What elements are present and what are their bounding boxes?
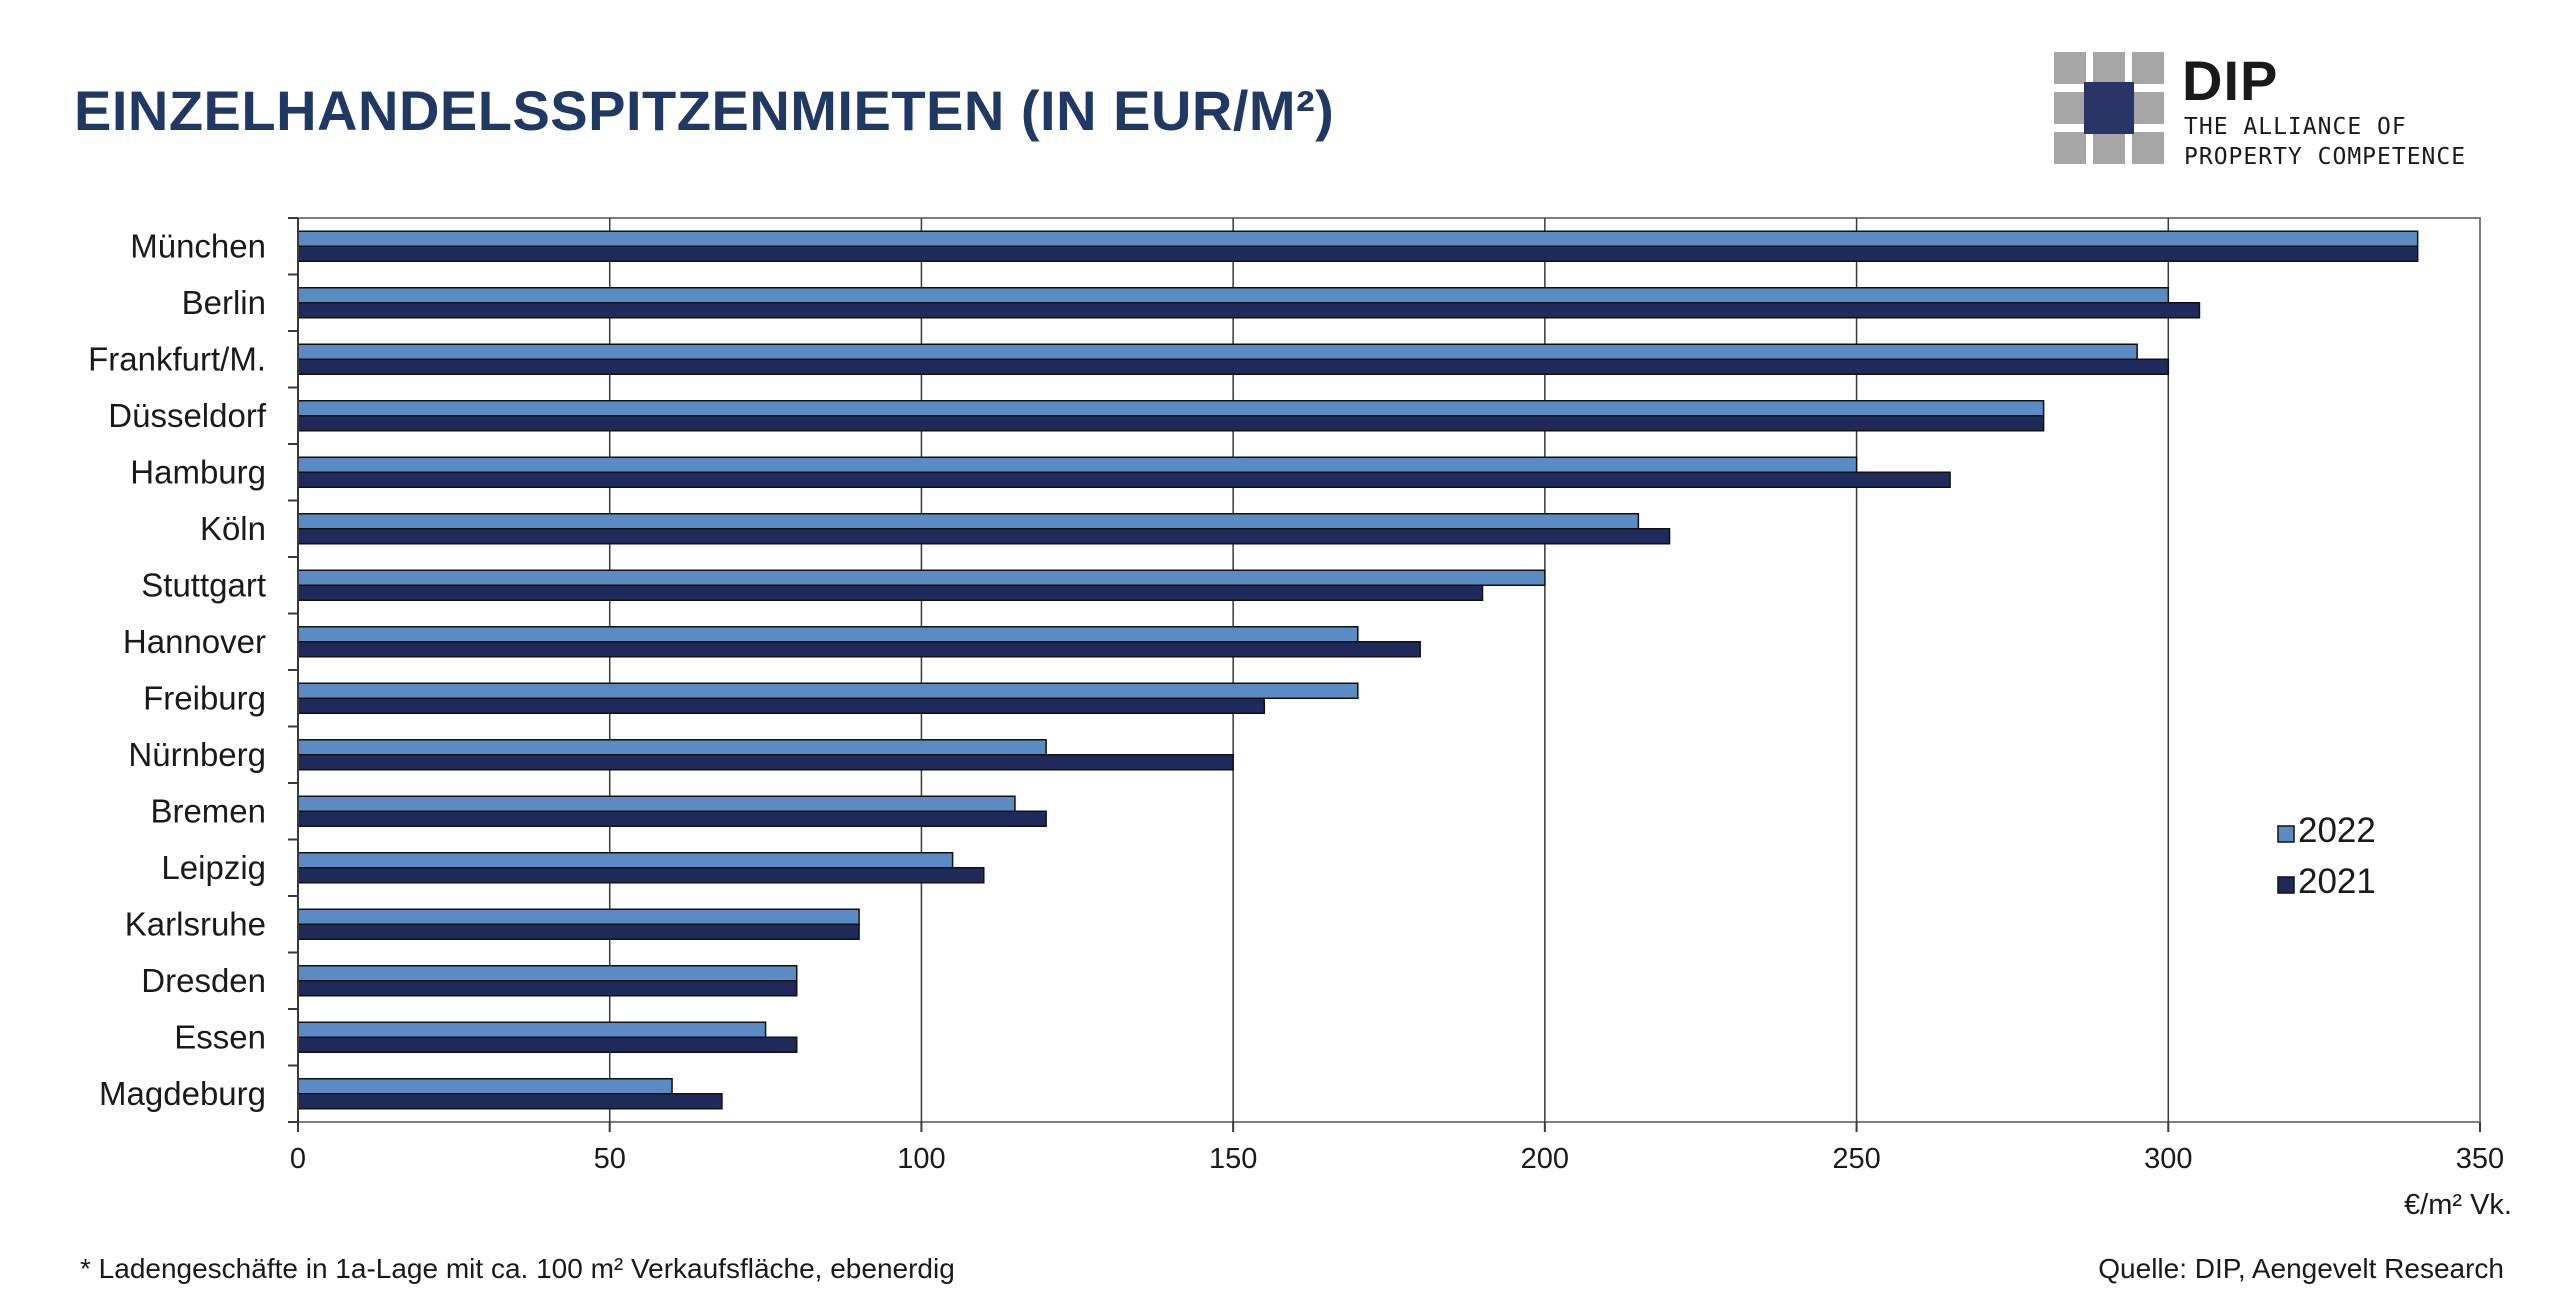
logo-tagline-1: THE ALLIANCE OF <box>2184 114 2407 140</box>
bar-2022-Karlsruhe <box>297 908 860 925</box>
bar-2021-Düsseldorf <box>297 415 2045 432</box>
bar-2022-Dresden <box>297 965 798 982</box>
category-label: Dresden <box>141 962 266 999</box>
x-tick-label: 150 <box>1209 1143 1257 1175</box>
bar-2022-Düsseldorf <box>297 400 2045 417</box>
category-label: Hannover <box>123 623 266 660</box>
category-label: Hamburg <box>130 453 266 490</box>
bar-2022-Hannover <box>297 626 1359 643</box>
category-label: Düsseldorf <box>108 397 267 434</box>
bar-2022-Hamburg <box>297 456 1858 473</box>
category-label: Karlsruhe <box>125 905 266 942</box>
legend-label-2022: 2022 <box>2298 811 2376 850</box>
bar-2021-Hamburg <box>297 471 1951 488</box>
x-tick-label: 0 <box>290 1143 306 1175</box>
bar-2022-Bremen <box>297 795 1016 812</box>
bar-2021-Leipzig <box>297 867 985 884</box>
category-label: München <box>130 227 266 264</box>
category-label: Nürnberg <box>128 736 266 773</box>
bar-2022-München <box>297 230 2419 247</box>
bar-2021-Essen <box>297 1036 798 1053</box>
category-label: Stuttgart <box>141 566 266 603</box>
bar-2022-Berlin <box>297 287 2170 304</box>
bar-2021-Berlin <box>297 302 2201 319</box>
bar-2021-Bremen <box>297 810 1047 827</box>
x-tick-label: 200 <box>1521 1143 1569 1175</box>
category-label: Berlin <box>182 284 266 321</box>
legend-swatch-2021 <box>2277 876 2295 894</box>
bar-2022-Magdeburg <box>297 1078 673 1095</box>
logo-name: DIP <box>2182 49 2279 112</box>
bar-2022-Frankfurt/M. <box>297 343 2138 360</box>
page-title: EINZELHANDELSSPITZENMIETEN (IN EUR/M²) <box>74 79 1335 142</box>
legend-label-2021: 2021 <box>2298 862 2376 901</box>
legend-swatch-2022 <box>2277 825 2295 843</box>
category-label: Leipzig <box>161 849 266 886</box>
bar-2021-Stuttgart <box>297 584 1484 601</box>
source-note: Quelle: DIP, Aengevelt Research <box>2098 1253 2504 1284</box>
dip-logo-mark-icon <box>2054 52 2164 164</box>
x-axis-label: €/m² Vk. <box>2404 1189 2512 1221</box>
bars-layer <box>297 230 2419 1110</box>
category-label: Bremen <box>150 792 266 829</box>
bar-2022-Nürnberg <box>297 739 1047 756</box>
bar-2022-Köln <box>297 513 1640 530</box>
category-label: Freiburg <box>143 679 266 716</box>
bar-2021-Magdeburg <box>297 1093 723 1110</box>
bar-2021-Nürnberg <box>297 754 1234 771</box>
category-label: Essen <box>174 1018 266 1055</box>
footnote: * Ladengeschäfte in 1a-Lage mit ca. 100 … <box>80 1253 955 1284</box>
x-tick-label: 300 <box>2144 1143 2192 1175</box>
bar-2021-Frankfurt/M. <box>297 358 2170 375</box>
bar-2021-München <box>297 245 2419 262</box>
category-label: Köln <box>200 510 266 547</box>
labels-layer: 0 50 100 150 200 250 300 350 €/m² Vk. München Berl… <box>88 227 2512 1221</box>
x-tick-label: 50 <box>594 1143 626 1175</box>
x-tick-label: 250 <box>1832 1143 1880 1175</box>
bar-chart: 0 50 100 150 200 250 300 350 €/m² Vk. München Berl… <box>88 217 2512 1221</box>
category-label: Magdeburg <box>99 1075 266 1112</box>
bar-2022-Essen <box>297 1021 767 1038</box>
bar-2021-Hannover <box>297 641 1421 658</box>
bar-2022-Freiburg <box>297 682 1359 699</box>
bar-2021-Karlsruhe <box>297 923 860 940</box>
bar-2021-Freiburg <box>297 697 1266 714</box>
bar-2022-Leipzig <box>297 852 954 869</box>
bar-2021-Dresden <box>297 980 798 997</box>
chart-legend: 2022 2021 <box>2277 811 2376 901</box>
category-label: Frankfurt/M. <box>88 340 266 377</box>
logo-tagline-2: PROPERTY COMPETENCE <box>2184 144 2467 170</box>
bar-2022-Stuttgart <box>297 569 1546 586</box>
axis-layer <box>288 217 2481 1132</box>
dip-logo: DIP THE ALLIANCE OF PROPERTY COMPETENCE <box>2054 49 2514 172</box>
bar-2021-Köln <box>297 528 1671 545</box>
x-tick-label: 100 <box>897 1143 945 1175</box>
x-tick-label: 350 <box>2456 1143 2504 1175</box>
